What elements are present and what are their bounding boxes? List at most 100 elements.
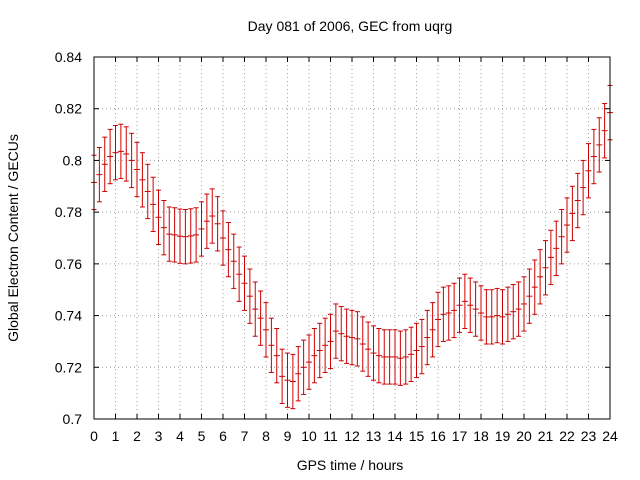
error-bar-point	[429, 302, 436, 358]
x-tick-label: 18	[473, 428, 489, 444]
error-bar-point	[144, 163, 151, 220]
error-bar-point	[311, 328, 318, 384]
error-bar-point	[209, 188, 216, 244]
error-bar-point	[193, 207, 200, 263]
x-tick-label: 9	[284, 428, 292, 444]
x-tick-label: 19	[495, 428, 511, 444]
error-bar-point	[365, 321, 372, 377]
error-bar-point	[279, 348, 286, 404]
y-tick-label: 0.82	[55, 101, 82, 117]
error-bar-point	[354, 311, 361, 367]
error-bar-point	[424, 309, 431, 366]
error-bar-point	[252, 281, 259, 337]
error-bar-point	[381, 329, 388, 385]
error-bar-point	[392, 329, 398, 385]
error-bar-point	[322, 317, 329, 373]
error-bar-point	[510, 284, 517, 340]
x-tick-label: 13	[366, 428, 382, 444]
error-bar-point	[338, 306, 345, 362]
error-bar-point	[418, 318, 425, 375]
error-bar-point	[123, 126, 130, 182]
error-bar-point	[257, 290, 264, 346]
error-bar-point	[445, 285, 452, 341]
error-bar-point	[177, 208, 183, 264]
x-tick-label: 8	[262, 428, 270, 444]
x-tick-label: 14	[387, 428, 403, 444]
x-tick-label: 11	[323, 428, 338, 444]
error-bar-point	[134, 141, 140, 198]
error-bar-point	[128, 132, 135, 189]
error-bar-point	[112, 125, 119, 181]
error-bar-point	[542, 240, 549, 296]
y-tick-label: 0.7	[63, 411, 83, 427]
x-tick-label: 7	[241, 428, 249, 444]
error-bar-point	[472, 281, 479, 337]
error-bar-point	[574, 172, 581, 229]
error-bar-point	[521, 276, 527, 332]
x-tick-label: 20	[516, 428, 532, 444]
error-bar-point	[150, 176, 157, 233]
x-tick-label: 23	[581, 428, 597, 444]
chart-title: Day 081 of 2006, GEC from uqrg	[248, 18, 453, 34]
error-bar-point	[397, 330, 404, 386]
y-tick-label: 0.74	[55, 308, 82, 324]
x-tick-label: 16	[430, 428, 446, 444]
error-bar-point	[349, 309, 355, 366]
error-bar-point	[564, 197, 570, 253]
error-bar-point	[601, 103, 608, 159]
error-bar-point	[547, 229, 554, 286]
error-bar-point	[160, 200, 167, 256]
grid-lines	[94, 57, 610, 419]
error-bar-point	[488, 289, 495, 345]
error-bar-point	[569, 185, 576, 242]
error-bar-point	[375, 328, 382, 384]
error-bar-point	[295, 346, 302, 402]
error-bar-point	[316, 322, 323, 379]
error-bar-point	[585, 143, 592, 199]
error-bar-point	[386, 329, 393, 385]
x-tick-label: 2	[133, 428, 141, 444]
error-bar-point	[214, 196, 221, 252]
error-bar-point	[327, 313, 334, 370]
error-bar-point	[289, 353, 296, 410]
error-bar-point	[590, 128, 597, 185]
x-tick-label: 4	[176, 428, 184, 444]
x-tick-label: 21	[538, 428, 554, 444]
error-bar-point	[182, 209, 189, 265]
error-bar-point	[499, 289, 506, 345]
y-tick-label: 0.8	[63, 152, 83, 168]
error-bar-point	[478, 285, 484, 341]
y-axis-label: Global Electron Content / GECUs	[5, 134, 21, 342]
x-tick-label: 12	[344, 428, 360, 444]
error-bar-point	[359, 316, 366, 372]
error-bar-point	[526, 268, 533, 324]
error-bar-point	[537, 249, 544, 305]
error-bar-point	[236, 246, 243, 302]
error-bar-point	[284, 352, 291, 408]
error-bar-point	[246, 268, 253, 324]
x-tick-label: 5	[198, 428, 206, 444]
error-bar-point	[402, 329, 409, 385]
x-tick-label: 0	[90, 428, 98, 444]
y-tick-label: 0.84	[55, 49, 82, 65]
x-axis-label: GPS time / hours	[297, 457, 404, 473]
error-bar-point	[451, 282, 458, 339]
error-bar-point	[413, 322, 420, 379]
error-bar-point	[268, 317, 275, 373]
error-bar-point	[456, 277, 463, 333]
error-bar-point	[220, 210, 226, 266]
error-bar-point	[483, 289, 490, 345]
x-tick-label: 1	[112, 428, 120, 444]
y-tick-label: 0.72	[55, 359, 82, 375]
error-bar-point	[306, 334, 312, 390]
x-tick-label: 3	[155, 428, 163, 444]
x-tick-label: 17	[452, 428, 468, 444]
error-bar-point	[332, 303, 339, 359]
error-bar-point	[107, 128, 114, 185]
y-tick-label: 0.76	[55, 256, 82, 272]
error-bar-point	[370, 325, 377, 381]
error-bar-point	[515, 281, 522, 337]
error-bar-point	[440, 286, 447, 342]
x-tick-label: 15	[409, 428, 425, 444]
error-bar-point	[230, 233, 237, 289]
